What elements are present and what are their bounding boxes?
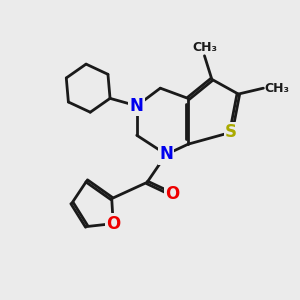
Text: N: N [130, 97, 144, 115]
Text: O: O [165, 185, 179, 203]
Text: CH₃: CH₃ [192, 41, 217, 54]
Text: O: O [106, 214, 120, 232]
Text: N: N [159, 146, 173, 164]
Text: CH₃: CH₃ [265, 82, 290, 95]
Text: S: S [225, 123, 237, 141]
